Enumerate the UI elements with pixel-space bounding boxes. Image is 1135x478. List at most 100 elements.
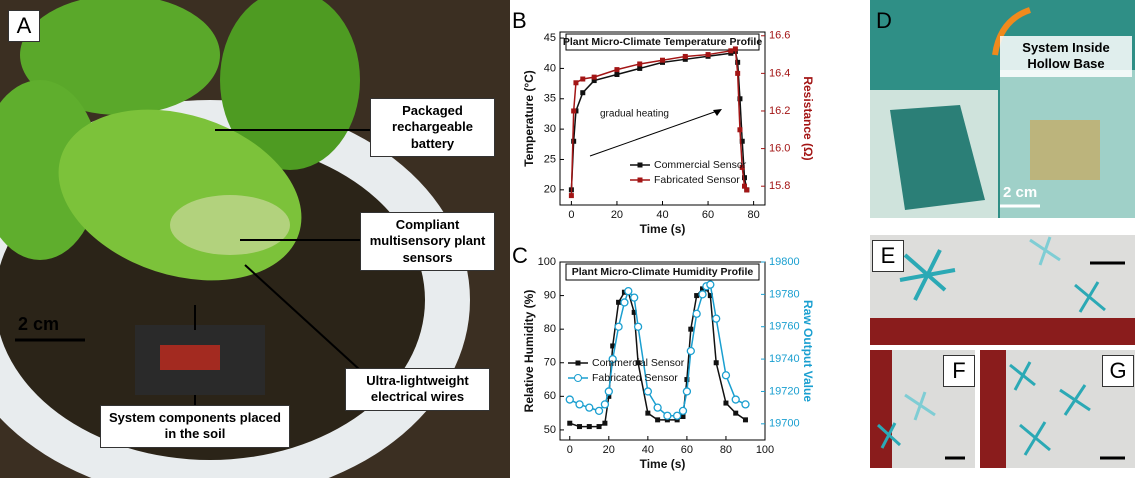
marker xyxy=(606,393,612,399)
legend-marker xyxy=(637,162,643,168)
marker xyxy=(707,293,713,299)
y-axis-label: Relative Humidity (%) xyxy=(522,290,536,413)
marker xyxy=(655,417,661,423)
marker xyxy=(577,424,583,430)
marker xyxy=(744,187,750,193)
marker xyxy=(630,293,639,302)
legend-label: Fabricated Sensor xyxy=(592,372,678,384)
y2-tick-label: 16.0 xyxy=(769,142,790,154)
marker xyxy=(571,138,577,144)
x-tick-label: 0 xyxy=(568,209,574,221)
marker xyxy=(580,76,586,82)
marker xyxy=(620,298,629,307)
marker xyxy=(706,280,715,289)
marker xyxy=(594,406,604,416)
marker xyxy=(637,61,643,67)
marker xyxy=(602,420,608,426)
marker xyxy=(614,71,620,77)
annotation-box: System components placed in the soil xyxy=(100,405,290,448)
marker xyxy=(596,424,602,430)
marker xyxy=(682,387,692,396)
x-axis-label: Time (s) xyxy=(640,457,686,471)
plot-frame xyxy=(559,261,766,441)
panel-label: C xyxy=(512,243,528,268)
y2-tick-label: 19720 xyxy=(769,385,800,397)
marker xyxy=(633,322,643,331)
annotation-box: Ultra-lightweight electrical wires xyxy=(345,368,490,411)
marker xyxy=(614,322,623,331)
y-tick-label: 20 xyxy=(544,184,556,196)
annotation-box: Compliant multisensory plant sensors xyxy=(360,212,495,271)
y-axis-label: Temperature (°C) xyxy=(522,70,536,167)
y2-tick-label: 16.4 xyxy=(769,67,790,79)
x-tick-label: 20 xyxy=(603,444,615,456)
marker xyxy=(742,183,747,189)
marker xyxy=(586,424,592,430)
annotation-box: Packaged rechargeable battery xyxy=(370,98,495,157)
x-tick-label: 40 xyxy=(642,444,654,456)
x-tick-label: 40 xyxy=(656,209,668,221)
panel-label: F xyxy=(943,355,975,387)
marker xyxy=(672,411,682,420)
title-box xyxy=(565,33,760,51)
marker xyxy=(643,387,653,396)
marker xyxy=(735,59,741,65)
scale-label: 2 cm xyxy=(1003,184,1038,201)
marker xyxy=(712,314,721,323)
marker xyxy=(742,417,748,423)
marker xyxy=(660,57,665,63)
legend-label: Commercial Sensor xyxy=(592,357,685,369)
legend-label: Fabricated Sensor xyxy=(654,174,740,186)
marker xyxy=(728,48,734,54)
marker xyxy=(684,377,690,383)
y2-axis-label: Resistance (Ω) xyxy=(801,76,815,160)
charts: 0 20 40 60 80 20 25 30 35 40 45 15.8 16.0 16.2 16.4 16.… xyxy=(522,30,815,472)
x-tick-label: 0 xyxy=(567,444,573,456)
y-tick-label: 25 xyxy=(544,153,556,165)
panel-label: A xyxy=(8,10,40,42)
title-box xyxy=(565,263,760,281)
marker xyxy=(705,52,711,58)
marker xyxy=(698,290,707,299)
series-line xyxy=(569,283,746,417)
marker xyxy=(637,65,643,71)
y-tick-label: 80 xyxy=(544,323,556,335)
legend-marker xyxy=(575,360,581,366)
x-tick-label: 80 xyxy=(720,444,732,456)
marker xyxy=(610,343,616,349)
y-tick-label: 45 xyxy=(544,32,556,44)
marker xyxy=(575,400,584,409)
y2-tick-label: 19800 xyxy=(769,256,800,268)
marker xyxy=(700,286,706,292)
marker xyxy=(686,346,695,356)
marker xyxy=(600,400,610,409)
marker xyxy=(721,371,731,380)
marker xyxy=(571,108,577,114)
marker xyxy=(737,96,743,102)
legend-marker xyxy=(574,374,582,382)
arrow-head xyxy=(713,109,722,116)
panel-label: E xyxy=(872,240,904,272)
y2-tick-label: 16.2 xyxy=(769,105,790,117)
photo-f xyxy=(870,350,975,468)
y2-tick-label: 19700 xyxy=(769,418,800,430)
annotation-box: System Inside Hollow Base xyxy=(1000,36,1132,77)
marker xyxy=(742,175,747,181)
y2-tick-label: 16.6 xyxy=(769,30,790,42)
marker xyxy=(741,400,750,409)
marker xyxy=(733,410,739,416)
x-tick-label: 20 xyxy=(611,209,623,221)
marker xyxy=(663,411,672,420)
marker xyxy=(713,360,719,366)
marker xyxy=(694,293,700,299)
y-tick-label: 35 xyxy=(544,93,556,105)
chart-title: Plant Micro-Climate Temperature Profile xyxy=(563,36,763,48)
scale-label: 2 cm xyxy=(18,314,60,334)
y2-tick-label: 19760 xyxy=(769,321,800,333)
x-tick-label: 80 xyxy=(747,209,759,221)
x-tick-label: 100 xyxy=(756,444,774,456)
marker xyxy=(591,78,597,84)
marker xyxy=(573,80,579,86)
marker xyxy=(591,74,597,80)
y-tick-label: 100 xyxy=(538,256,556,268)
